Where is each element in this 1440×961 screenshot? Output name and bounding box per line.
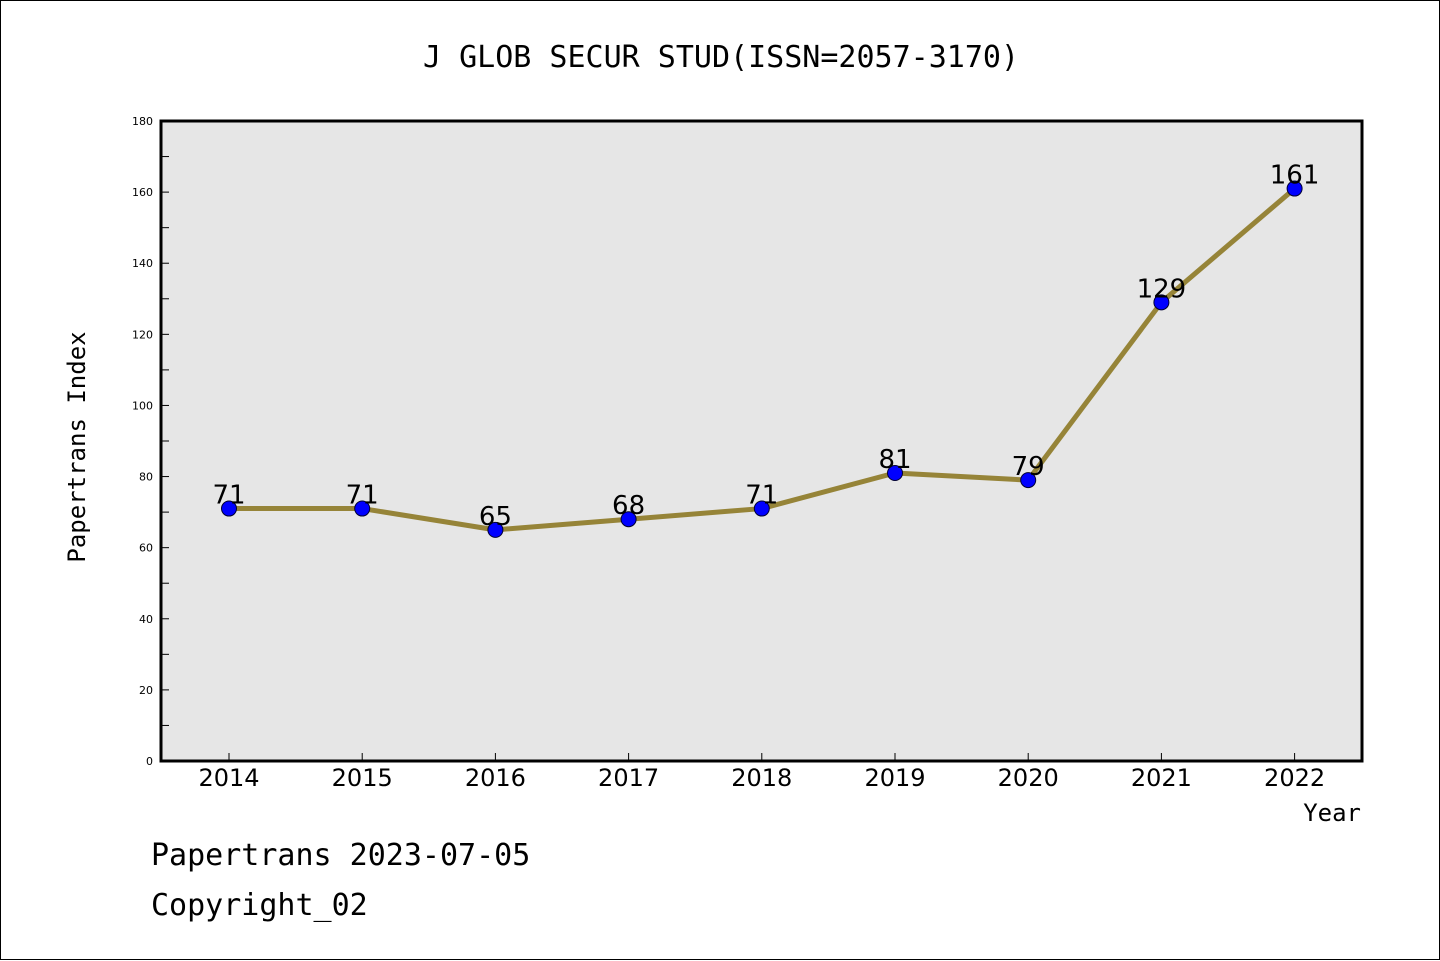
data-point — [753, 500, 770, 517]
y-tick-label: 0 — [146, 755, 153, 768]
data-point — [620, 511, 637, 528]
y-tick-label: 120 — [132, 328, 153, 341]
data-point — [487, 521, 504, 538]
chart-title: J GLOB SECUR STUD(ISSN=2057-3170) — [423, 40, 1019, 75]
x-tick-label: 2020 — [998, 764, 1059, 792]
y-tick-label: 180 — [132, 115, 153, 128]
data-label: 161 — [1270, 161, 1320, 191]
data-label: 71 — [212, 481, 245, 511]
plot-area — [159, 119, 1364, 763]
x-tick-label: 2022 — [1264, 764, 1325, 792]
series-group: 71 71 65 68 71 81 79 129 161 — [212, 161, 1319, 538]
data-point — [1153, 294, 1170, 311]
y-tick-label: 160 — [132, 186, 153, 199]
data-label: 65 — [479, 502, 512, 532]
y-axis: 0 20 40 60 80 100 120 140 160 180 — [132, 115, 169, 768]
x-tick-label: 2014 — [198, 764, 259, 792]
data-point — [354, 500, 371, 517]
y-tick-label: 40 — [139, 613, 153, 626]
y-tick-label: 80 — [139, 471, 153, 484]
y-tick-label: 100 — [132, 399, 153, 412]
data-point — [887, 465, 903, 481]
x-tick-label: 2015 — [332, 764, 393, 792]
data-label: 129 — [1137, 274, 1187, 304]
y-tick-label: 60 — [139, 542, 153, 555]
x-tick-label: 2021 — [1131, 764, 1192, 792]
data-point — [221, 500, 237, 517]
y-tick-label: 20 — [139, 684, 153, 697]
x-axis-label: Year — [1303, 799, 1361, 827]
data-label: 81 — [878, 445, 911, 475]
data-label: 71 — [745, 481, 778, 511]
data-point — [1020, 472, 1037, 489]
x-tick-label: 2018 — [731, 764, 792, 792]
footer-copyright: Copyright_02 — [151, 888, 368, 923]
data-point — [1286, 180, 1303, 197]
data-label: 71 — [346, 481, 379, 511]
x-tick-label: 2017 — [598, 764, 659, 792]
data-label: 68 — [612, 491, 645, 521]
y-axis-label: Papertrans Index — [63, 331, 91, 562]
x-tick-label: 2016 — [465, 764, 526, 792]
x-tick-label: 2019 — [864, 764, 925, 792]
footer-date: Papertrans 2023-07-05 — [151, 838, 530, 873]
data-label: 79 — [1012, 452, 1045, 482]
x-axis: 2014 2015 2016 2017 2018 2019 2020 2021 2022 — [198, 753, 1325, 792]
y-tick-label: 140 — [132, 257, 153, 270]
